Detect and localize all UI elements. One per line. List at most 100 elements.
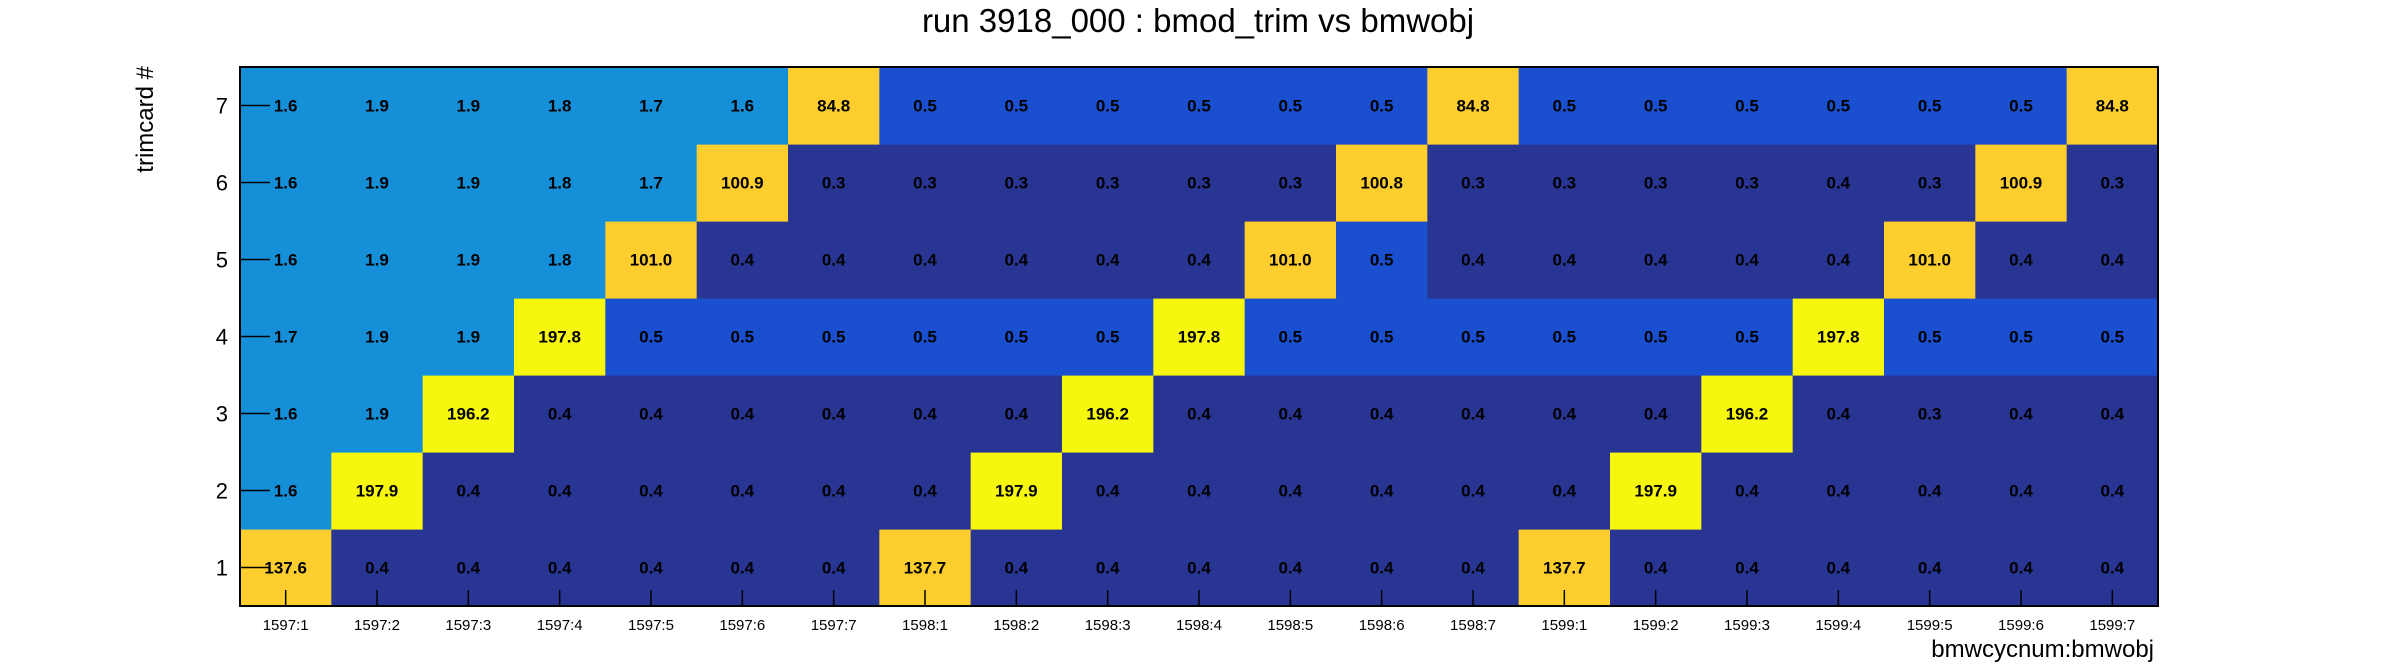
heatmap-cell <box>1244 67 1337 145</box>
heatmap-cell <box>1701 221 1794 299</box>
cell-value-label: 0.4 <box>2101 482 2125 501</box>
cell-value-label: 0.4 <box>1370 405 1394 424</box>
heatmap-cell <box>1884 452 1976 530</box>
x-tick-label: 1598:4 <box>1176 617 1222 634</box>
cell-value-label: 101.0 <box>630 251 673 270</box>
x-tick-label: 1598:3 <box>1085 617 1131 634</box>
cell-value-label: 0.4 <box>1370 482 1394 501</box>
cell-value-label: 0.5 <box>731 328 755 347</box>
heatmap-cell <box>1610 298 1702 376</box>
heatmap-cell <box>605 144 698 222</box>
cell-value-label: 0.5 <box>1735 328 1759 347</box>
heatmap-cell <box>1701 67 1794 145</box>
cell-value-label: 0.5 <box>913 328 937 347</box>
x-axis-ticks: 1597:1 1597:2 1597:3 1597:4 1597:5 1597:6 1597… <box>263 590 2135 634</box>
cell-value-label: 0.4 <box>1461 559 1485 578</box>
heatmap-cell <box>1062 452 1154 530</box>
heatmap-cell <box>2066 298 2159 376</box>
cell-value-label: 0.4 <box>2101 405 2125 424</box>
heatmap-cell <box>605 67 698 145</box>
heatmap-cell <box>422 375 515 453</box>
cell-value-label: 0.4 <box>2009 482 2033 501</box>
heatmap-cell <box>2066 452 2159 530</box>
cell-value-label: 1.6 <box>274 482 298 501</box>
cell-value-label: 84.8 <box>817 97 850 116</box>
cell-value-label: 0.4 <box>731 405 755 424</box>
cell-value-label: 0.4 <box>1279 405 1303 424</box>
x-tick-label: 1597:1 <box>263 617 309 634</box>
cell-value-label: 101.0 <box>1269 251 1312 270</box>
heatmap-cell <box>1153 452 1246 530</box>
x-tick-label: 1599:1 <box>1541 617 1587 634</box>
cell-value-label: 0.3 <box>822 174 846 193</box>
heatmap-cell <box>1610 452 1702 530</box>
x-tick-label: 1599:4 <box>1815 617 1861 634</box>
heatmap-cell <box>1336 375 1428 453</box>
heatmap-cell <box>1244 298 1337 376</box>
heatmap-cell <box>1427 67 1520 145</box>
cell-value-label: 0.3 <box>2101 174 2125 193</box>
plot-frame <box>239 66 2159 607</box>
cell-value-label: 101.0 <box>1908 251 1951 270</box>
x-tick-label: 1597:4 <box>537 617 583 634</box>
heatmap-cell <box>605 452 698 530</box>
heatmap-cell <box>605 298 698 376</box>
heatmap-cell <box>1884 67 1976 145</box>
cell-value-label: 0.4 <box>1827 174 1851 193</box>
heatmap-cell <box>696 375 789 453</box>
cell-value-label: 0.4 <box>1370 559 1394 578</box>
heatmap-cell <box>970 452 1063 530</box>
heatmap-cell <box>1336 221 1428 299</box>
cell-value-label: 197.9 <box>1634 482 1677 501</box>
heatmap-cell <box>1701 298 1794 376</box>
cell-value-label: 1.6 <box>731 97 755 116</box>
cell-value-label: 0.5 <box>1370 97 1394 116</box>
cell-value-label: 0.5 <box>1005 97 1029 116</box>
cell-value-label: 0.4 <box>1005 251 1029 270</box>
cell-value-label: 0.4 <box>913 251 937 270</box>
heatmap-cell <box>1792 67 1885 145</box>
cell-value-label: 0.4 <box>1827 559 1851 578</box>
cell-value-label: 1.6 <box>274 174 298 193</box>
cell-value-label: 0.5 <box>1644 328 1668 347</box>
cell-labels: 137.6 0.4 0.4 0.4 0.4 0.4 0.4 137.7 0.4 0.4 0.4 0.4… <box>264 97 2128 578</box>
heatmap-cell <box>1062 67 1154 145</box>
cell-value-label: 0.4 <box>1735 482 1759 501</box>
x-tick-label: 1598:6 <box>1359 617 1405 634</box>
cell-value-label: 0.5 <box>1553 97 1577 116</box>
y-axis-title: trimcard # <box>132 65 159 172</box>
x-tick-label: 1597:2 <box>354 617 400 634</box>
cell-value-label: 0.4 <box>1187 559 1211 578</box>
cell-value-label: 0.3 <box>1187 174 1211 193</box>
cell-value-label: 0.3 <box>1644 174 1668 193</box>
heatmap-cell <box>1062 298 1154 376</box>
heatmap-cell <box>788 298 880 376</box>
heatmap-cell <box>1153 298 1246 376</box>
heatmap-cell <box>1701 144 1794 222</box>
cell-value-label: 137.6 <box>264 559 307 578</box>
heatmap-cell <box>1792 375 1885 453</box>
heatmap-cell <box>331 375 424 453</box>
x-tick-label: 1599:6 <box>1998 617 2044 634</box>
y-tick-label: 7 <box>216 94 228 119</box>
heatmap-cell <box>1336 67 1428 145</box>
cell-value-label: 0.3 <box>1461 174 1485 193</box>
heatmap-cell <box>422 452 515 530</box>
heatmap-cell <box>1975 375 2068 453</box>
cell-value-label: 1.9 <box>365 97 389 116</box>
cell-value-label: 0.4 <box>457 559 481 578</box>
heatmap-cell <box>1153 144 1246 222</box>
cell-value-label: 0.5 <box>1553 328 1577 347</box>
cell-value-label: 1.7 <box>274 328 298 347</box>
cell-value-label: 0.4 <box>1735 251 1759 270</box>
y-tick-label: 1 <box>216 556 228 581</box>
cell-value-label: 0.4 <box>731 251 755 270</box>
cell-value-label: 0.3 <box>1918 405 1942 424</box>
heatmap-cell <box>1701 452 1794 530</box>
cell-value-label: 0.3 <box>1005 174 1029 193</box>
cell-value-label: 0.5 <box>913 97 937 116</box>
heatmap-cell <box>1153 67 1246 145</box>
cell-value-label: 196.2 <box>447 405 490 424</box>
heatmap-cell <box>1884 298 1976 376</box>
cell-value-label: 0.4 <box>1461 251 1485 270</box>
